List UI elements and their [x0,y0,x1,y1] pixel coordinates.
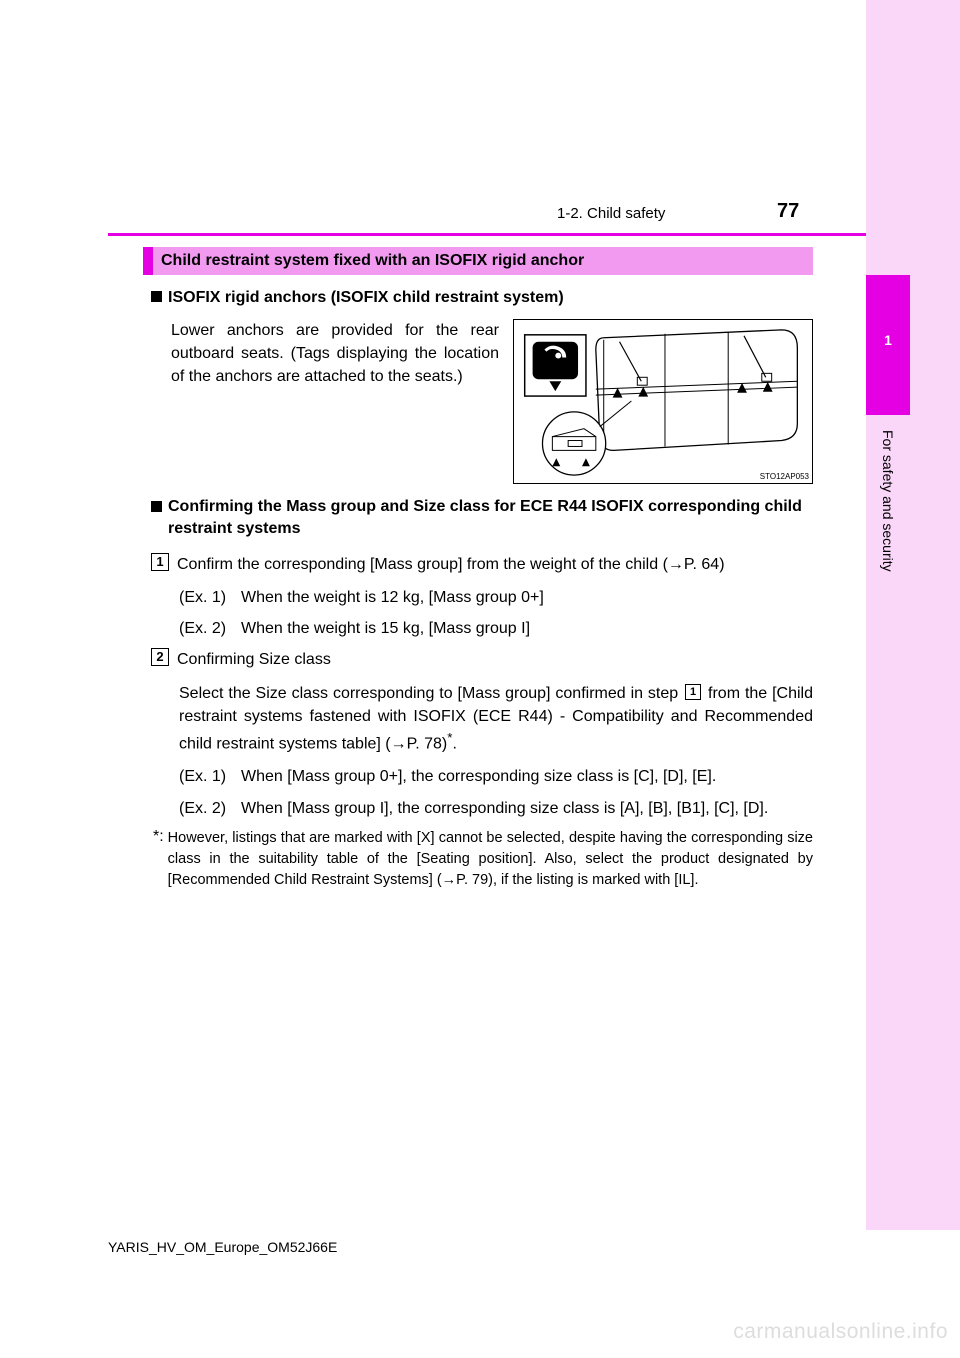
step-1-example-2: (Ex. 2) When the weight is 15 kg, [Mass … [179,617,813,640]
step-2-title: Confirming Size class [177,648,813,671]
step-1: 1 Confirm the corresponding [Mass group]… [151,553,813,576]
example-label: (Ex. 1) [179,586,241,609]
step-1-body: Confirm the corresponding [Mass group] f… [177,553,813,576]
step-2-example-2: (Ex. 2) When [Mass group I], the corresp… [179,797,813,820]
example-text: When the weight is 12 kg, [Mass group 0+… [241,586,813,609]
step-2-text-c: P. 78) [407,735,448,752]
seat-diagram: STO12AP053 [513,319,813,484]
anchor-paragraph: Lower anchors are provided for the rear … [171,319,499,484]
seat-diagram-svg [514,320,812,483]
section-header: Child restraint system fixed with an ISO… [143,247,813,275]
arrow-icon: → [391,735,407,752]
footnote-text: However, listings that are marked with [… [168,828,813,891]
anchor-description-row: Lower anchors are provided for the rear … [171,319,813,484]
header-page-number: 77 [777,200,799,223]
watermark: carmanualsonline.info [733,1320,948,1344]
page: 1 For safety and security 1-2. Child saf… [0,0,960,1358]
footnote: *: However, listings that are marked wit… [153,828,813,891]
footnote-mark: *: [153,828,164,891]
step-2-paragraph: Select the Size class corresponding to [… [179,682,813,756]
example-text: When [Mass group I], the corresponding s… [241,797,813,820]
example-label: (Ex. 1) [179,765,241,788]
step-number-box: 1 [151,553,169,571]
subheading-text: ISOFIX rigid anchors (ISOFIX child restr… [168,289,564,306]
document-id: YARIS_HV_OM_Europe_OM52J66E [108,1239,337,1255]
square-bullet-icon [151,501,162,512]
subheading-confirm-mass: Confirming the Mass group and Size class… [151,496,813,541]
subheading-text: Confirming the Mass group and Size class… [168,496,813,541]
step-1-example-1: (Ex. 1) When the weight is 12 kg, [Mass … [179,586,813,609]
subheading-isofix-anchors: ISOFIX rigid anchors (ISOFIX child restr… [151,289,813,307]
example-text: When [Mass group 0+], the corresponding … [241,765,813,788]
arrow-icon: → [668,556,684,573]
step-2-text-a: Select the Size class corresponding to [… [179,685,683,702]
step-number-box: 2 [151,648,169,666]
square-bullet-icon [151,291,162,302]
header-section-title: 1-2. Child safety [557,205,665,222]
step-2-text-d: . [452,735,456,752]
example-text: When the weight is 15 kg, [Mass group I] [241,617,813,640]
step-1-text-b: P. 64) [684,556,725,573]
content-area: Child restraint system fixed with an ISO… [143,247,813,891]
chapter-number: 1 [866,332,910,348]
chapter-label-text: For safety and security [880,430,896,572]
example-label: (Ex. 2) [179,797,241,820]
step-2: 2 Confirming Size class [151,648,813,671]
example-label: (Ex. 2) [179,617,241,640]
header-rule [108,233,866,236]
diagram-id: STO12AP053 [760,472,809,481]
step-1-text-a: Confirm the corresponding [Mass group] f… [177,556,668,573]
footnote-text-b: P. 79), if the listing is marked with [I… [456,872,698,888]
step-2-example-1: (Ex. 1) When [Mass group 0+], the corres… [179,765,813,788]
chapter-label: For safety and security [866,430,910,730]
arrow-icon: → [442,872,457,888]
step-ref-box: 1 [685,684,701,700]
